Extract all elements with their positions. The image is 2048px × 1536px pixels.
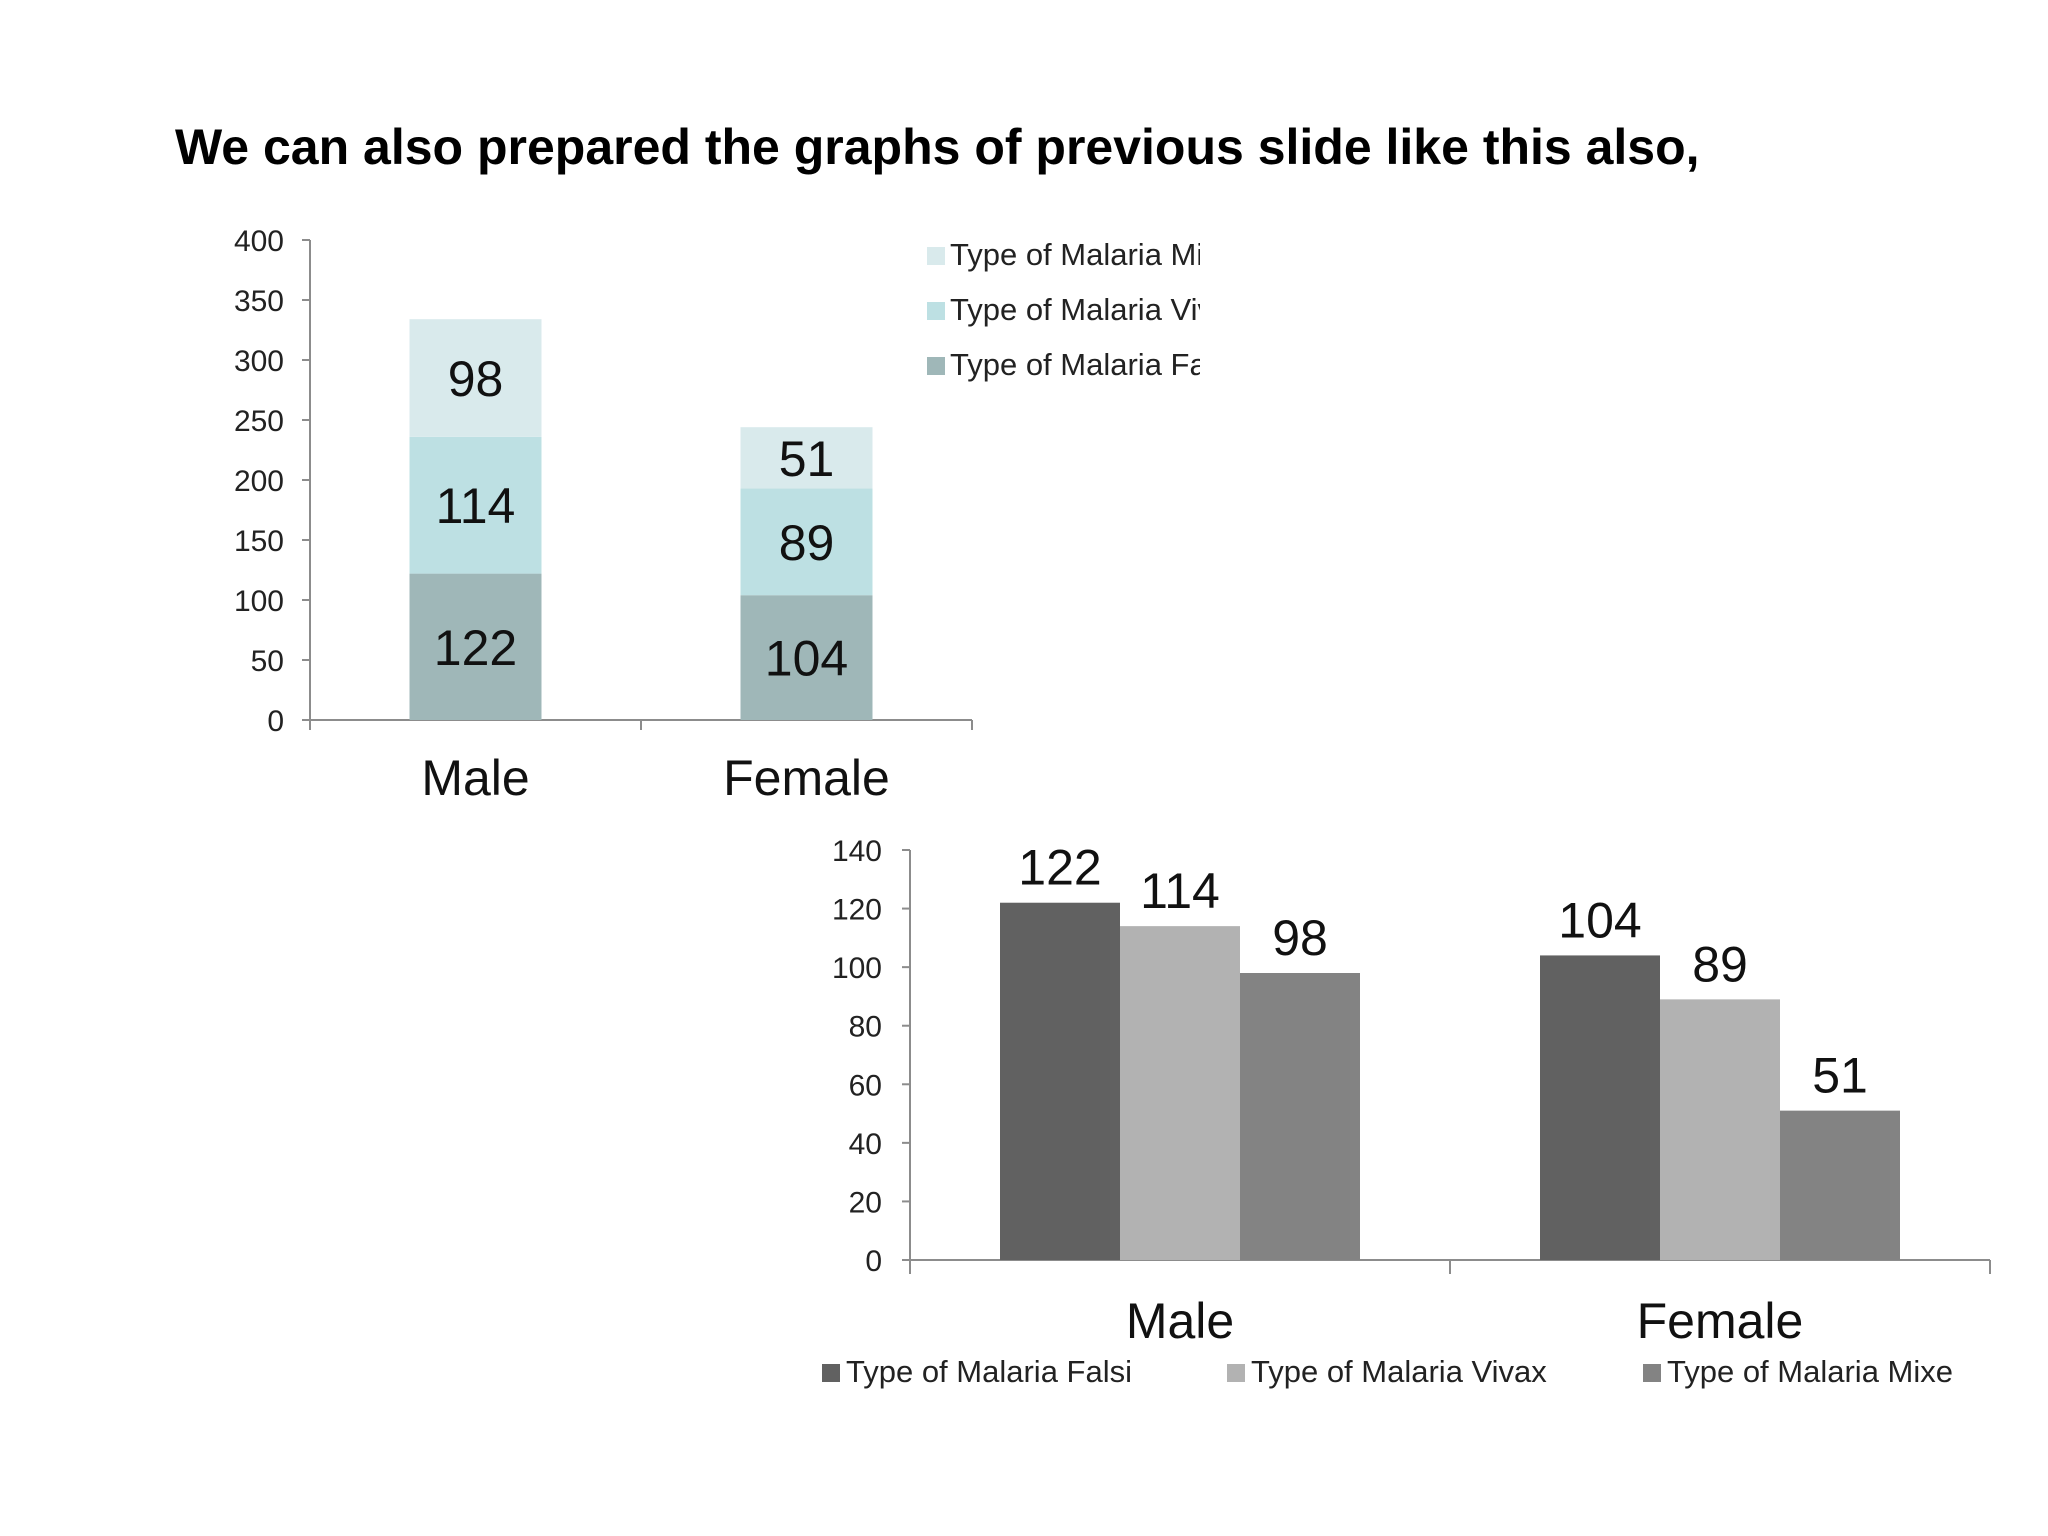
- data-label: 114: [1140, 863, 1220, 919]
- y-tick-label: 120: [832, 894, 882, 927]
- data-label: 104: [765, 631, 848, 687]
- category-label: Female: [1637, 1293, 1804, 1349]
- y-tick-label: 80: [849, 1011, 882, 1044]
- legend-label: Type of Malaria Falsi: [950, 347, 1200, 382]
- y-tick-label: 350: [234, 285, 284, 318]
- legend-label: Type of Malaria Falsi: [846, 1354, 1132, 1389]
- y-tick-label: 150: [234, 525, 284, 558]
- data-label: 89: [779, 515, 835, 571]
- legend-swatch-type-of-malaria-mixe: [927, 247, 945, 265]
- bar-segment-type-of-malaria-falsi-female: [740, 595, 873, 720]
- legend-swatch-type-of-malaria-falsi: [927, 357, 945, 375]
- bar-segment-type-of-malaria-mixe-male: [409, 319, 542, 437]
- legend-label: Type of Malaria Mixe: [950, 237, 1200, 272]
- y-tick-label: 200: [234, 465, 284, 498]
- category-label: Male: [1126, 1293, 1234, 1349]
- bar-type-of-malaria-falsi-female: [1540, 955, 1660, 1260]
- category-label: Male: [421, 750, 529, 806]
- y-tick-label: 250: [234, 405, 284, 438]
- data-label: 114: [436, 478, 516, 534]
- grouped-bar-chart: 0 20 40 60 80 100 120 140 122 114 98 Male 104 89 51 Fem…: [822, 835, 1991, 1389]
- legend-swatch-type-of-malaria-vivax: [1227, 1364, 1245, 1382]
- category-label: Female: [723, 750, 890, 806]
- legend-swatch-type-of-malaria-mixe: [1643, 1364, 1661, 1382]
- y-tick-label: 40: [849, 1128, 882, 1161]
- bar-type-of-malaria-mixe-male: [1240, 973, 1360, 1260]
- y-tick-label: 100: [234, 585, 284, 618]
- y-tick-label: 140: [832, 835, 882, 868]
- y-tick-label: 100: [832, 952, 882, 985]
- bar-type-of-malaria-vivax-male: [1120, 926, 1240, 1260]
- legend-label: Type of Malaria Mixe: [1667, 1354, 1953, 1389]
- stacked-bar-chart: 0 50 100 150 200 250 300 350 400 122 114 98 Male 104 8…: [234, 225, 1200, 806]
- y-tick-label: 60: [849, 1069, 882, 1102]
- data-label: 51: [779, 431, 835, 487]
- bar-segment-type-of-malaria-falsi-male: [409, 573, 542, 720]
- y-tick-label: 400: [234, 225, 284, 258]
- data-label: 122: [1018, 840, 1101, 896]
- y-tick-label: 300: [234, 345, 284, 378]
- legend-swatch-type-of-malaria-falsi: [822, 1364, 840, 1382]
- data-label: 122: [434, 620, 517, 676]
- data-label: 51: [1812, 1048, 1868, 1104]
- bar-segment-type-of-malaria-mixe-female: [740, 427, 873, 489]
- bar-type-of-malaria-vivax-female: [1660, 999, 1780, 1260]
- bar-type-of-malaria-falsi-male: [1000, 902, 1120, 1260]
- data-label: 89: [1692, 936, 1748, 992]
- slide-title: We can also prepared the graphs of previ…: [175, 119, 1700, 175]
- bar-segment-type-of-malaria-vivax-female: [740, 488, 873, 596]
- legend-label: Type of Malaria Vivax: [1251, 1354, 1547, 1389]
- y-tick-label: 0: [865, 1245, 882, 1278]
- legend-label: Type of Malaria Vivax: [950, 292, 1200, 327]
- data-label: 98: [1272, 910, 1328, 966]
- data-label: 104: [1558, 892, 1641, 948]
- y-tick-label: 50: [251, 645, 284, 678]
- bar-type-of-malaria-mixe-female: [1780, 1110, 1900, 1260]
- data-label: 98: [448, 351, 504, 407]
- bar-segment-type-of-malaria-vivax-male: [409, 436, 542, 574]
- legend-swatch-type-of-malaria-vivax: [927, 302, 945, 320]
- y-tick-label: 20: [849, 1186, 882, 1219]
- y-tick-label: 0: [267, 705, 284, 738]
